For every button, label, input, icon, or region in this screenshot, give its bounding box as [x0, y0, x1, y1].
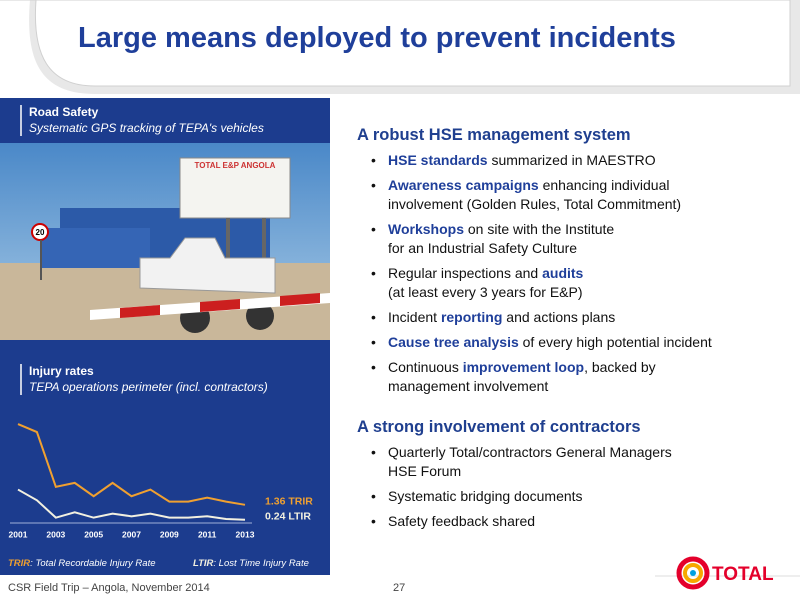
highlight: audits: [542, 265, 584, 281]
text: Regular inspections and: [388, 265, 543, 281]
bullet-line: management involvement: [388, 377, 787, 396]
bullet: Awareness campaigns enhancing individual…: [357, 176, 787, 214]
x-tick-label: 2009: [160, 529, 179, 539]
bullet: Quarterly Total/contractors General Mana…: [357, 443, 787, 481]
text: Quarterly Total/contractors General Mana…: [388, 444, 672, 460]
text: Incident: [388, 309, 441, 325]
x-tick-label: 2001: [9, 529, 28, 539]
text: enhancing individual: [538, 177, 670, 193]
injury-heading: Injury rates: [29, 364, 94, 378]
bullet: Workshops on site with the Institutefor …: [357, 220, 787, 258]
legend-key: LTIR: [193, 558, 214, 569]
injury-subtitle: TEPA operations perimeter (incl. contrac…: [29, 380, 268, 394]
highlight: Cause tree analysis: [388, 334, 519, 350]
bullet: Systematic bridging documents: [357, 487, 787, 506]
text: (at least every 3 years for E&P): [388, 284, 583, 300]
text: , backed by: [584, 359, 656, 375]
text: summarized in MAESTRO: [487, 152, 656, 168]
legend-text: : Lost Time Injury Rate: [213, 558, 308, 569]
legend-key: TRIR: [8, 558, 30, 569]
page-number: 27: [393, 582, 406, 594]
logo: TOTAL: [655, 556, 800, 590]
text: Continuous: [388, 359, 463, 375]
logo-text: TOTAL: [712, 564, 774, 585]
bullet: HSE standards summarized in MAESTRO: [357, 151, 787, 170]
highlight: reporting: [440, 309, 503, 325]
text: involvement (Golden Rules, Total Commitm…: [388, 196, 682, 212]
highlight: Awareness campaigns: [388, 177, 539, 193]
photo: TOTAL E&P ANGOLA 20: [0, 143, 330, 340]
highlight: Workshops: [388, 221, 464, 237]
bullet: Continuous improvement loop, backed byma…: [357, 358, 787, 396]
series-line: [17, 423, 246, 506]
speed-sign: 20: [36, 228, 45, 237]
x-tick-label: 2013: [236, 529, 255, 539]
value-label: 1.36 TRIR: [265, 496, 313, 508]
x-tick-label: 2005: [84, 529, 103, 539]
text: HSE Forum: [388, 463, 462, 479]
footer-text: CSR Field Trip – Angola, November 2014: [8, 582, 210, 594]
bullet-line: (at least every 3 years for E&P): [388, 283, 787, 302]
bullet: Cause tree analysis of every high potent…: [357, 333, 787, 352]
text: Systematic bridging documents: [388, 488, 583, 504]
bullet-line: Cause tree analysis of every high potent…: [388, 333, 787, 352]
bullet: Safety feedback shared: [357, 512, 787, 531]
text: and actions plans: [502, 309, 616, 325]
bullet-line: Incident reporting and actions plans: [388, 308, 787, 327]
right-column: A robust HSE management system HSE standa…: [357, 126, 787, 537]
left-panel: Road Safety Systematic GPS tracking of T…: [0, 98, 330, 575]
bullet-line: HSE standards summarized in MAESTRO: [388, 151, 787, 170]
bullet-line: Safety feedback shared: [388, 512, 787, 531]
bullet-line: involvement (Golden Rules, Total Commitm…: [388, 195, 787, 214]
highlight: HSE standards: [388, 152, 488, 168]
section-heading: A robust HSE management system: [357, 126, 631, 144]
x-tick-label: 2011: [198, 529, 217, 539]
text: Safety feedback shared: [388, 513, 536, 529]
section: A robust HSE management system HSE standa…: [357, 126, 787, 396]
legend-entry: TRIR: Total Recordable Injury Rate: [8, 558, 156, 569]
road-heading: Road Safety: [29, 105, 99, 119]
series-line: [17, 488, 246, 521]
legend-entry: LTIR: Lost Time Injury Rate: [193, 558, 309, 569]
bullet-line: Regular inspections and audits: [388, 264, 787, 283]
bullet-line: Awareness campaigns enhancing individual: [388, 176, 787, 195]
bullet-line: Continuous improvement loop, backed by: [388, 358, 787, 377]
text: for an Industrial Safety Culture: [388, 240, 578, 256]
bullet: Incident reporting and actions plans: [357, 308, 787, 327]
bullet-line: HSE Forum: [388, 462, 787, 481]
text: on site with the Institute: [463, 221, 615, 237]
highlight: improvement loop: [462, 359, 585, 375]
bullet-line: Quarterly Total/contractors General Mana…: [388, 443, 787, 462]
title-band: [0, 0, 800, 94]
road-subtitle: Systematic GPS tracking of TEPA's vehicl…: [29, 121, 264, 135]
x-tick-label: 2003: [46, 529, 65, 539]
section-heading: A strong involvement of contractors: [357, 418, 641, 436]
bullet-line: for an Industrial Safety Culture: [388, 239, 787, 258]
sign-text: TOTAL E&P ANGOLA: [195, 161, 276, 170]
bullet: Regular inspections and audits(at least …: [357, 264, 787, 302]
text: management involvement: [388, 378, 549, 394]
bullet-line: Systematic bridging documents: [388, 487, 787, 506]
slide-title: Large means deployed to prevent incident…: [78, 22, 676, 54]
value-label: 0.24 LTIR: [265, 511, 311, 523]
section: A strong involvement of contractors Quart…: [357, 418, 787, 531]
legend-text: : Total Recordable Injury Rate: [30, 558, 155, 569]
text: of every high potential incident: [518, 334, 712, 350]
bullet-line: Workshops on site with the Institute: [388, 220, 787, 239]
x-tick-label: 2007: [122, 529, 141, 539]
